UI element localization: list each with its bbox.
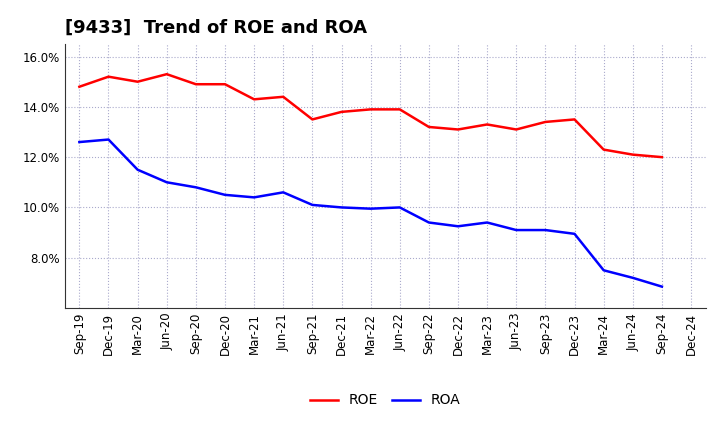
Line: ROA: ROA <box>79 139 662 286</box>
ROE <box>133 79 142 84</box>
ROA <box>454 224 462 229</box>
ROA <box>337 205 346 210</box>
ROA <box>75 139 84 145</box>
ROE <box>279 94 287 99</box>
ROA <box>657 284 666 289</box>
ROA <box>250 195 258 200</box>
ROE <box>250 97 258 102</box>
ROA <box>366 206 375 211</box>
ROE <box>512 127 521 132</box>
ROE <box>629 152 637 157</box>
ROE <box>163 72 171 77</box>
ROE <box>483 122 492 127</box>
ROE <box>104 74 113 79</box>
ROE <box>570 117 579 122</box>
ROE <box>366 107 375 112</box>
ROA <box>395 205 404 210</box>
ROE <box>541 119 550 125</box>
ROE <box>425 125 433 130</box>
ROA <box>163 180 171 185</box>
ROA <box>308 202 317 208</box>
ROE <box>657 154 666 160</box>
ROA <box>599 268 608 273</box>
ROA <box>541 227 550 233</box>
ROE <box>308 117 317 122</box>
Text: [9433]  Trend of ROE and ROA: [9433] Trend of ROE and ROA <box>65 19 366 37</box>
ROE <box>599 147 608 152</box>
ROA <box>104 137 113 142</box>
ROE <box>220 81 229 87</box>
ROA <box>133 167 142 172</box>
ROA <box>279 190 287 195</box>
ROA <box>512 227 521 233</box>
ROA <box>425 220 433 225</box>
ROE <box>337 109 346 114</box>
ROA <box>192 185 200 190</box>
ROE <box>454 127 462 132</box>
ROE <box>75 84 84 89</box>
ROA <box>483 220 492 225</box>
ROE <box>395 107 404 112</box>
Legend: ROE, ROA: ROE, ROA <box>306 389 464 411</box>
ROE <box>192 81 200 87</box>
ROA <box>220 192 229 198</box>
Line: ROE: ROE <box>79 74 662 157</box>
ROA <box>629 275 637 280</box>
ROA <box>570 231 579 236</box>
